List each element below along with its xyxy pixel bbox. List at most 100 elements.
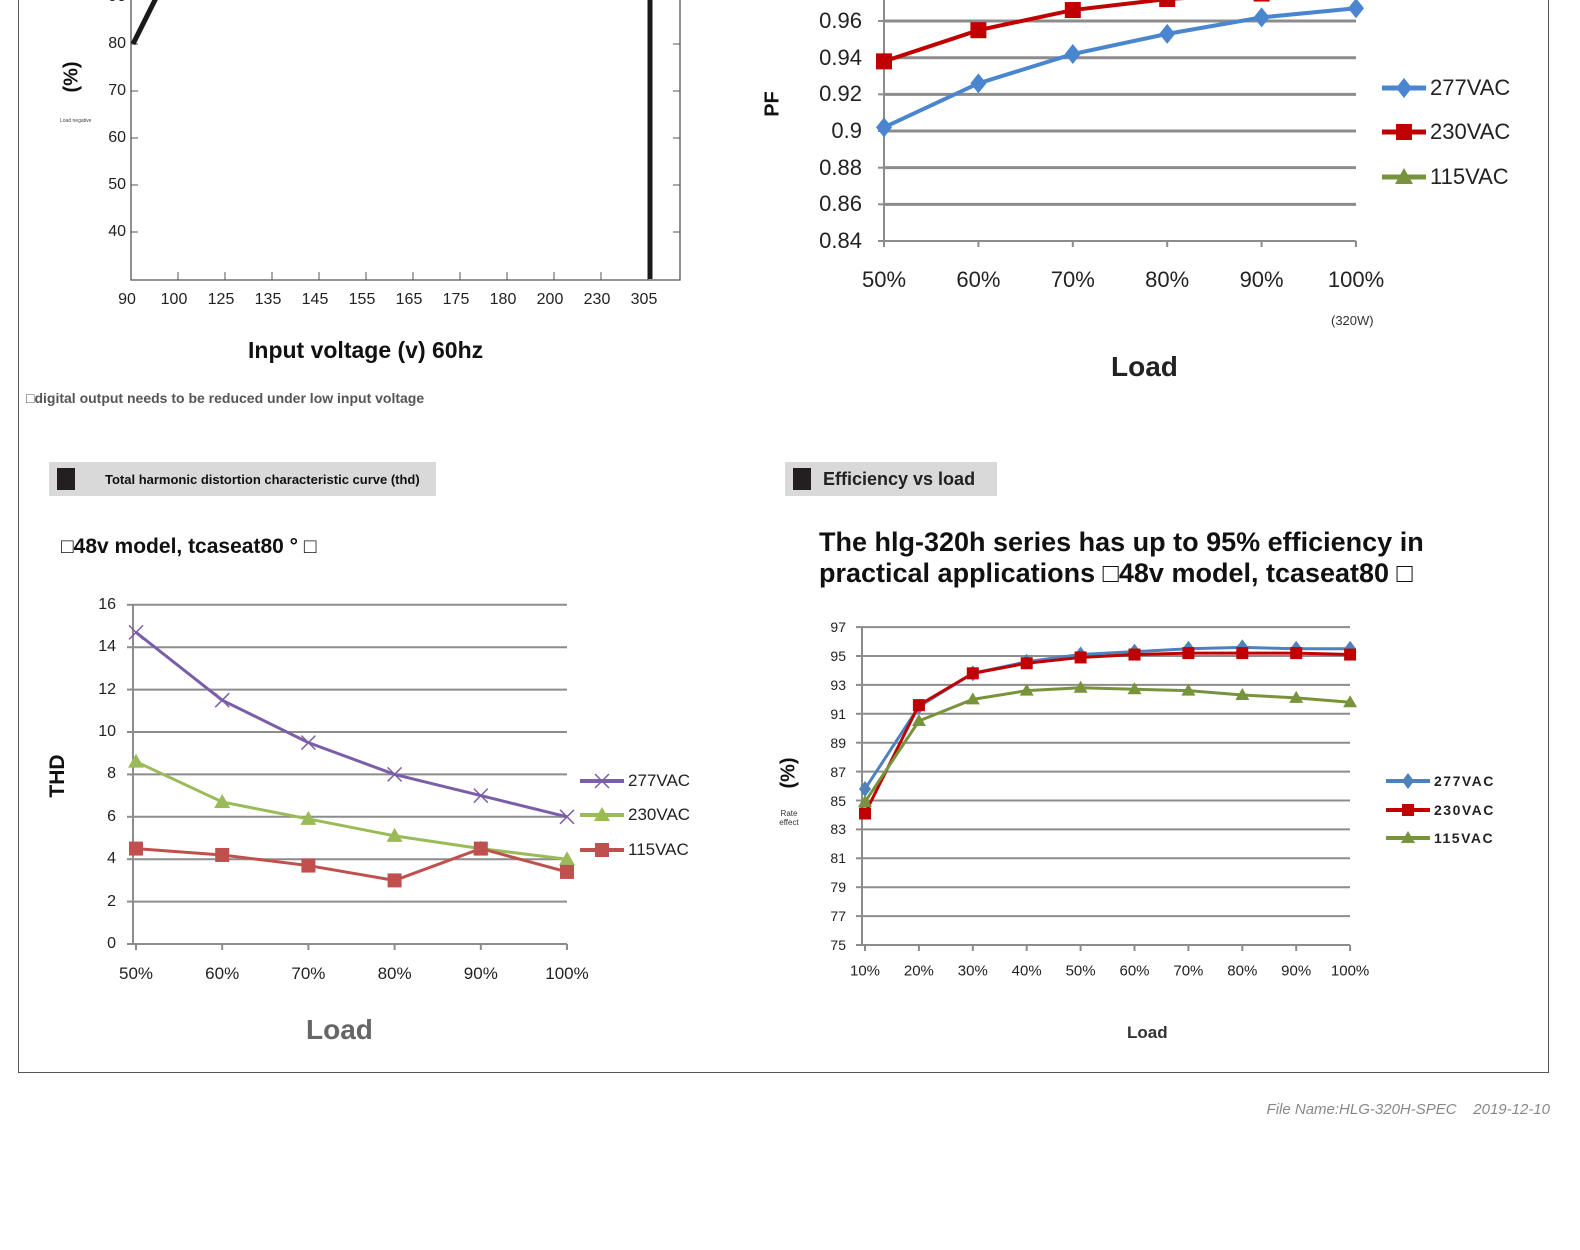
x-tick-label: 100 <box>160 291 188 308</box>
y-tick-label: 4 <box>107 850 116 868</box>
data-point-115vac <box>1289 690 1304 703</box>
efficiency-title-line2: practical applications □48v model, tcase… <box>819 558 1413 588</box>
pf-xlabel: Load <box>1111 351 1178 382</box>
y-tick-label: 0.92 <box>819 81 862 107</box>
x-tick-label: 60% <box>1119 962 1150 980</box>
x-tick-label: 305 <box>630 291 658 308</box>
x-tick-label: 80% <box>377 964 412 983</box>
y-tick-label: 10 <box>98 723 116 740</box>
footer-date: 2019-12-10 <box>1473 1101 1550 1118</box>
x-tick-label: 100% <box>1327 267 1385 292</box>
series-line-230vac <box>135 760 568 861</box>
efficiency-xlabel: Load <box>1127 1023 1168 1042</box>
y-tick-label: 14 <box>98 638 116 656</box>
y-tick-label: 90 <box>108 0 126 6</box>
data-point-230vac <box>1236 647 1249 660</box>
series-line-115vac <box>135 847 568 882</box>
efficiency-header-label: Efficiency vs load <box>823 468 976 489</box>
x-tick-label: 175 <box>442 291 470 308</box>
x-tick-label: 60% <box>956 267 1001 292</box>
data-point-115vac <box>1343 695 1358 708</box>
x-tick-label: 90% <box>1239 267 1284 292</box>
x-tick-label: 40% <box>1011 962 1042 980</box>
y-tick-label: 0.94 <box>819 44 862 70</box>
data-point-230vac <box>1020 657 1033 670</box>
x-tick-label: 90% <box>1281 962 1312 980</box>
data-point-115vac <box>965 692 980 705</box>
data-point-230vac <box>1182 647 1195 660</box>
x-tick-label: 70% <box>1173 962 1204 980</box>
series-line-230vac <box>883 0 1186 64</box>
legend-marker-115vac <box>595 843 609 857</box>
data-point-115vac <box>1127 682 1142 695</box>
y-tick-label: 87 <box>830 763 846 780</box>
x-tick-label: 50% <box>1065 962 1096 980</box>
data-point-115vac <box>1235 688 1250 701</box>
x-tick-label: 50% <box>118 964 154 983</box>
y-tick-label: 6 <box>107 807 116 825</box>
data-point-277vac <box>128 624 144 640</box>
data-point-277vac <box>300 735 316 751</box>
legend-marker-277vac <box>1396 78 1412 98</box>
y-tick-label: 0.9 <box>831 118 862 144</box>
data-point-230vac <box>970 22 987 39</box>
efficiency-section-header: Efficiency vs load <box>785 462 997 496</box>
x-tick-label: 80% <box>1145 267 1190 292</box>
derating-ylabel: (%) <box>60 61 83 93</box>
data-point-230vac <box>966 667 979 680</box>
data-point-230vac <box>386 827 403 842</box>
data-point-115vac <box>129 841 143 856</box>
data-point-115vac <box>473 841 488 856</box>
data-point-230vac <box>1128 648 1141 661</box>
legend-label-230vac: 230VAC <box>1434 801 1495 818</box>
data-point-230vac <box>1290 647 1303 660</box>
legend-marker-277vac <box>1402 773 1414 789</box>
x-tick-label: 90% <box>463 964 498 983</box>
data-point-230vac <box>1253 0 1270 2</box>
legend-label-230vac: 230VAC <box>628 804 691 824</box>
data-point-277vac <box>876 117 892 138</box>
data-point-277vac <box>387 766 403 782</box>
series-line-277vac <box>883 6 1357 130</box>
data-point-230vac <box>1064 2 1081 19</box>
data-point-277vac <box>1064 44 1081 65</box>
derating-xlabel: Input voltage (v) 60hz <box>248 337 484 363</box>
y-tick-label: 77 <box>830 908 846 925</box>
legend-marker-115vac <box>1395 168 1413 184</box>
y-tick-label: 81 <box>830 850 846 867</box>
x-tick-label: 180 <box>489 291 517 308</box>
y-tick-label: 79 <box>830 879 846 896</box>
y-tick-label: 0 <box>107 935 116 952</box>
series-line-277vac <box>135 631 568 819</box>
section-bullet-icon <box>793 468 811 490</box>
derating-ylabel-note: Load negative <box>60 118 92 124</box>
x-tick-label: 100% <box>1330 962 1370 980</box>
data-point-230vac <box>876 53 892 70</box>
x-tick-label: 70% <box>291 964 326 983</box>
x-tick-label: 145 <box>301 291 329 308</box>
legend-label-115vac: 115VAC <box>1434 829 1495 846</box>
data-point-277vac <box>970 73 987 94</box>
y-tick-label: 75 <box>830 937 846 953</box>
data-point-115vac <box>858 794 872 807</box>
x-tick-label: 125 <box>207 291 235 308</box>
y-tick-label: 95 <box>830 648 846 664</box>
x-tick-label: 230 <box>583 291 611 308</box>
data-point-115vac <box>1181 683 1196 696</box>
x-tick-label: 70% <box>1050 267 1095 292</box>
data-point-230vac <box>214 793 231 808</box>
efficiency-title-line1: The hlg-320h series has up to 95% effici… <box>819 527 1424 557</box>
thd-subtitle: □48v model, tcaseat80 ° □ <box>61 535 317 558</box>
thd-xlabel: Load <box>306 1014 373 1045</box>
y-tick-label: 80 <box>108 35 126 52</box>
y-tick-label: 89 <box>830 734 846 751</box>
legend-marker-230vac <box>594 807 610 821</box>
y-tick-label: 40 <box>108 223 126 240</box>
thd-ylabel: THD <box>46 754 69 798</box>
series-line-230vac <box>863 651 1351 815</box>
data-point-277vac <box>559 809 575 825</box>
data-point-230vac <box>1344 648 1357 661</box>
y-tick-label: 91 <box>830 705 846 722</box>
y-tick-label: 0.84 <box>819 228 862 253</box>
